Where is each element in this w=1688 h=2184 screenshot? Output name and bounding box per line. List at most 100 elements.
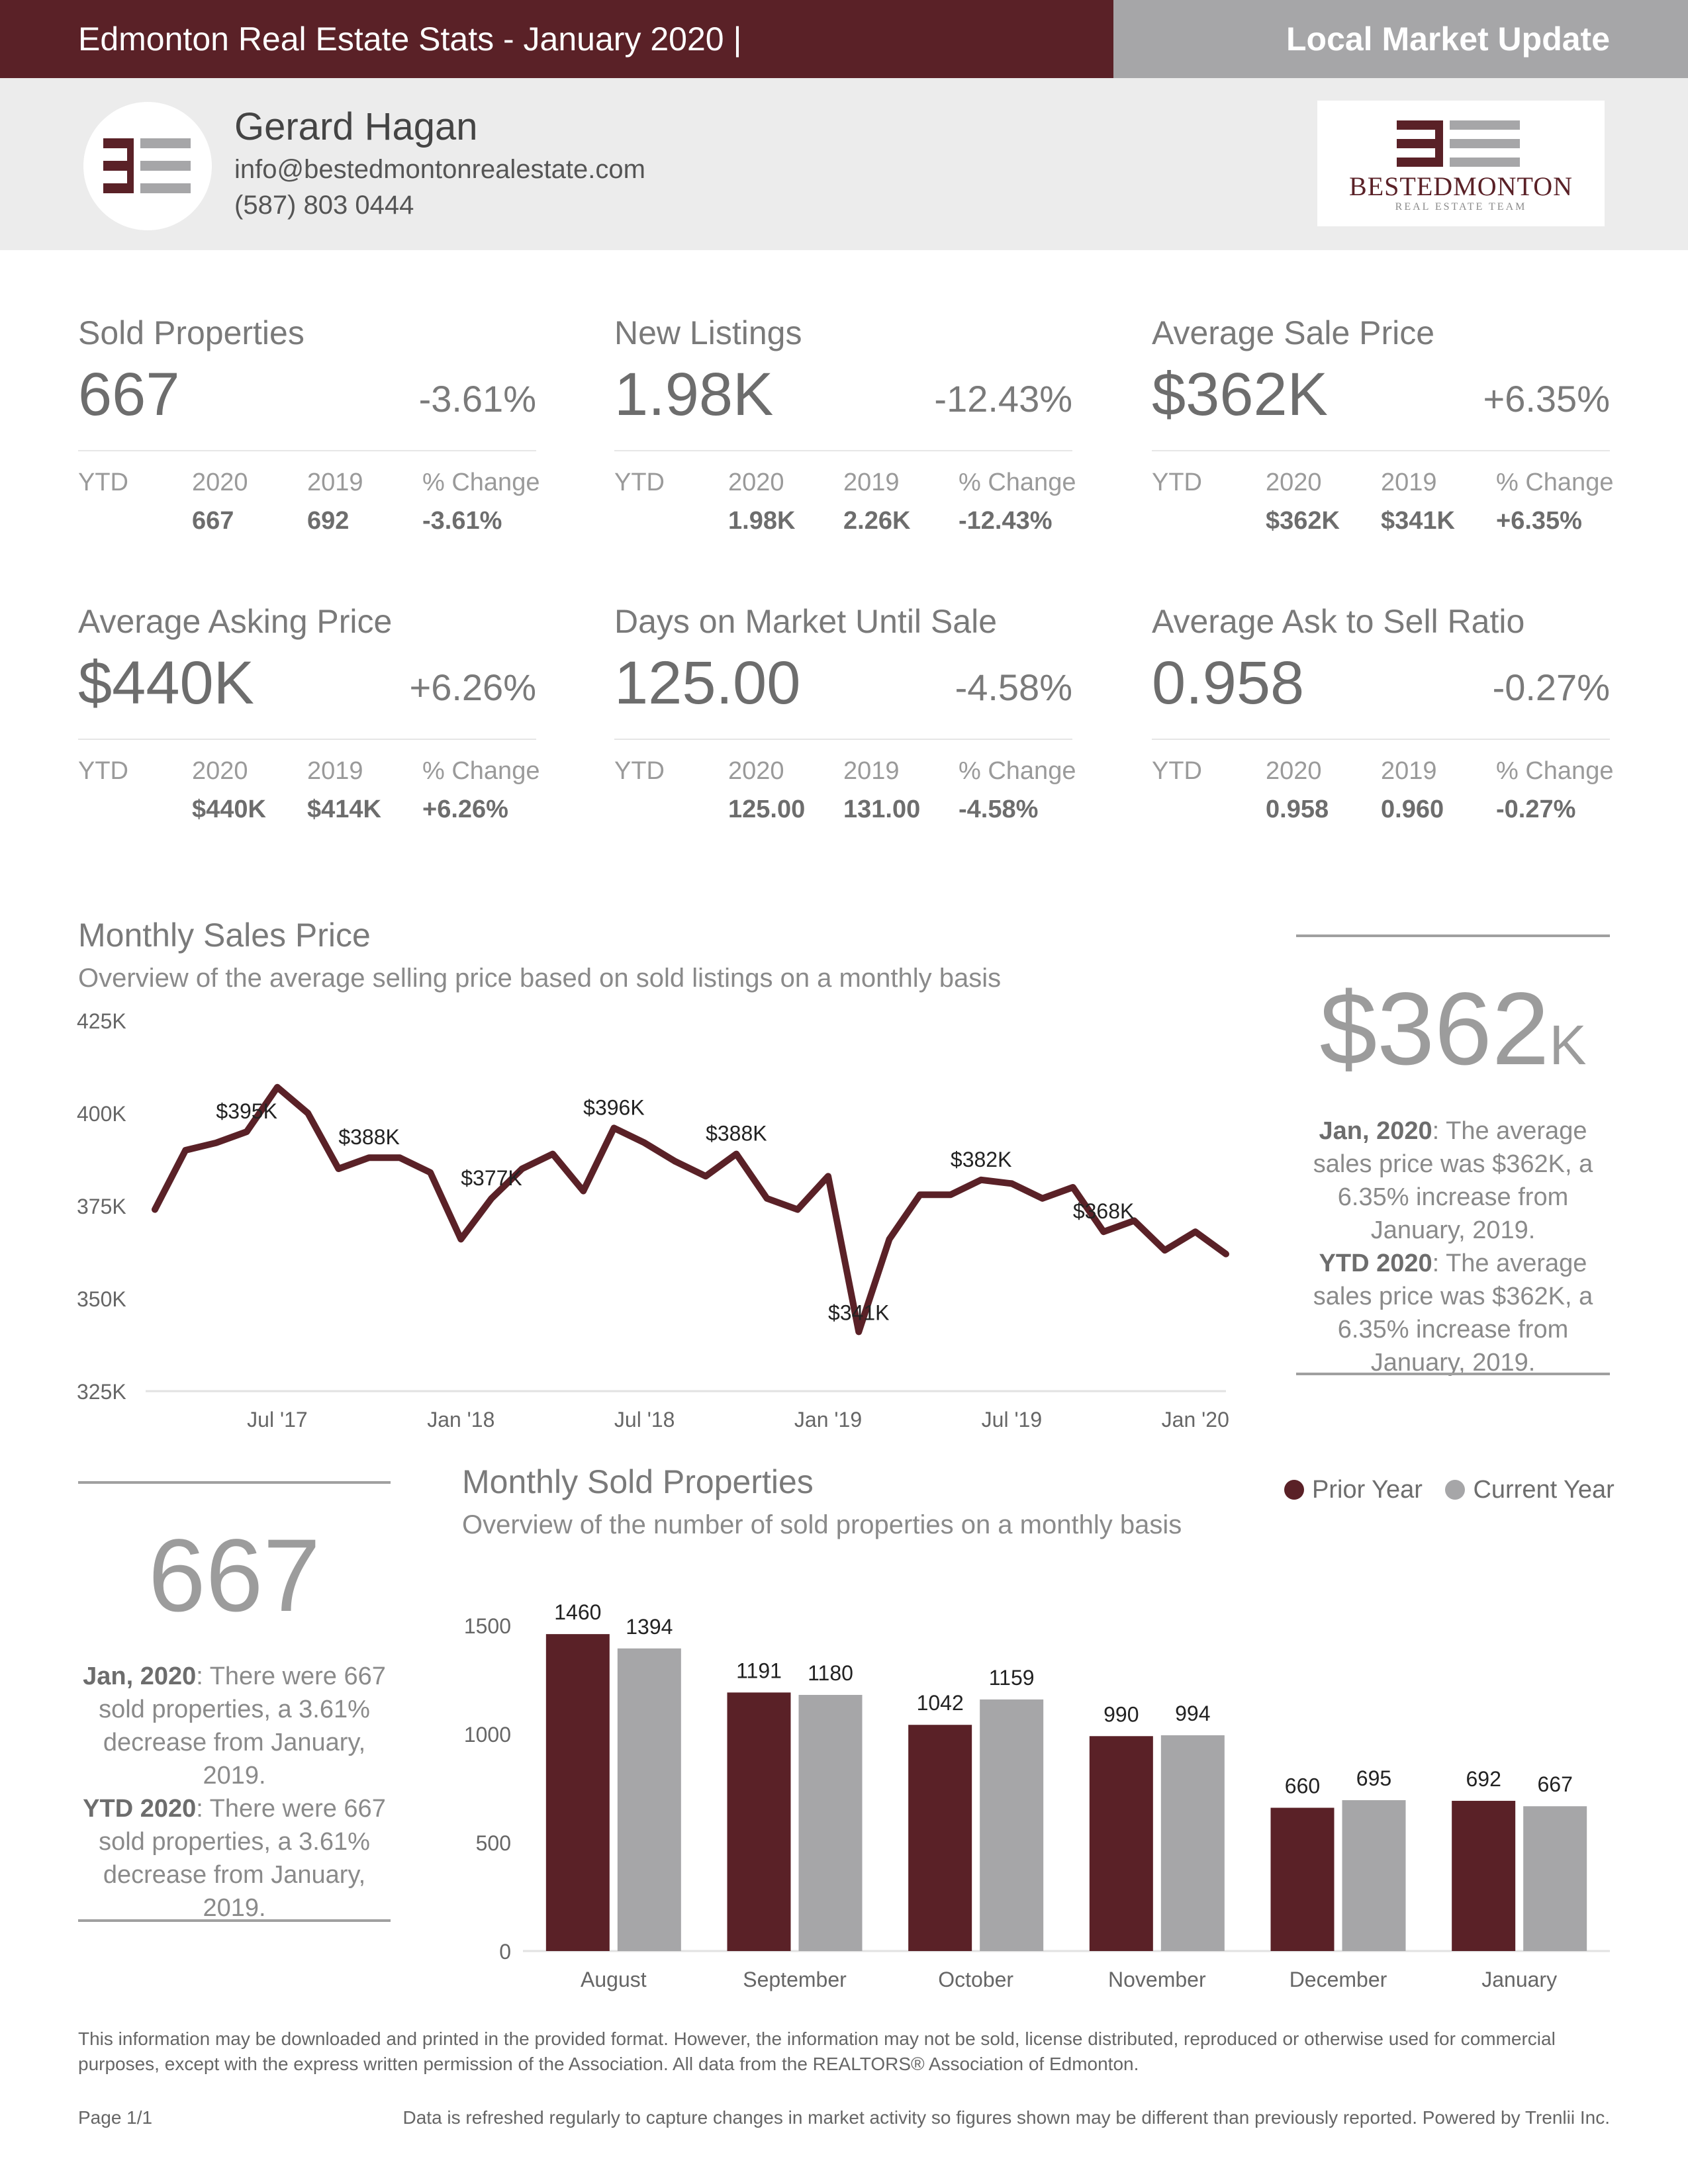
kpi-change: -12.43% xyxy=(934,378,1072,420)
price-series-line xyxy=(152,1083,1229,1336)
prior-year-bar xyxy=(1452,1801,1516,1951)
kpi-2019-header: 2019 xyxy=(1381,757,1437,785)
current-year-bar xyxy=(1342,1800,1406,1951)
kpi-label: Average Sale Price xyxy=(1152,314,1435,351)
kpi-value: 1.98K xyxy=(614,361,774,428)
brand-wordmark: BESTEDMONTON xyxy=(1349,171,1573,201)
kpi-2019-header: 2019 xyxy=(307,469,363,496)
top-bar-title-panel xyxy=(0,0,1113,78)
price-data-point xyxy=(1101,1229,1107,1235)
summary-bottom-rule xyxy=(1296,1373,1610,1375)
x-tick-label: December xyxy=(1289,1968,1387,1991)
monthly-sales-price-subtitle: Overview of the average selling price ba… xyxy=(78,964,1002,993)
summary-top-rule xyxy=(78,1481,391,1484)
x-tick-label: January xyxy=(1481,1968,1557,1991)
monthly-sold-properties-subtitle: Overview of the number of sold propertie… xyxy=(462,1510,1182,1539)
kpi-change-header: % Change xyxy=(959,469,1076,496)
prior-year-bar xyxy=(1270,1807,1335,1951)
price-data-point xyxy=(764,1195,770,1201)
avatar xyxy=(83,102,212,230)
y-tick-label: 1500 xyxy=(464,1614,511,1638)
price-data-point xyxy=(213,1140,219,1146)
price-data-point xyxy=(549,1151,555,1157)
price-data-label: $388K xyxy=(706,1122,767,1146)
x-tick-label: Jul '18 xyxy=(614,1408,675,1430)
sales-price-summary: $362K Jan, 2020: The average sales price… xyxy=(1296,934,1610,1385)
kpi-change-value: -4.58% xyxy=(959,796,1039,823)
brand-logo-icon xyxy=(1397,120,1520,167)
current-year-bar xyxy=(798,1694,863,1951)
price-data-point xyxy=(1223,1251,1229,1257)
price-data-point xyxy=(641,1140,647,1146)
price-data-label: $368K xyxy=(1073,1199,1135,1223)
price-data-point xyxy=(978,1177,984,1183)
kpi-label: New Listings xyxy=(614,314,802,351)
agent-band: Gerard Hagan info@bestedmontonrealestate… xyxy=(0,78,1688,250)
kpi-change-value: +6.35% xyxy=(1496,507,1582,535)
kpi-2020-value: 667 xyxy=(192,507,234,535)
bar-value-label: 1394 xyxy=(626,1615,673,1639)
prior-year-bar xyxy=(727,1692,791,1951)
x-tick-label: Jan '18 xyxy=(427,1408,494,1430)
y-tick-label: 375K xyxy=(77,1195,126,1218)
local-market-update-label: Local Market Update xyxy=(1286,21,1610,58)
kpi-ytd-header: YTD xyxy=(1152,757,1202,785)
kpi-label: Average Ask to Sell Ratio xyxy=(1152,603,1525,640)
monthly-sales-price-title: Monthly Sales Price xyxy=(78,917,371,954)
price-data-point xyxy=(703,1173,709,1179)
price-data-point xyxy=(244,1129,250,1134)
kpi-change-value: -0.27% xyxy=(1496,796,1576,823)
prior-year-bar xyxy=(545,1634,610,1951)
summary-text: Jan, 2020: The average sales price was $… xyxy=(1313,1117,1593,1377)
kpi-2019-value: 131.00 xyxy=(843,796,921,823)
kpi-ytd-header: YTD xyxy=(78,469,128,496)
kpi-value: $362K xyxy=(1152,361,1329,428)
kpi-2020-header: 2020 xyxy=(1266,469,1322,496)
kpi-change-value: +6.26% xyxy=(422,796,508,823)
brand-tagline: REAL ESTATE TEAM xyxy=(1395,201,1527,212)
bar-value-label: 695 xyxy=(1356,1766,1391,1790)
price-data-point xyxy=(917,1192,923,1198)
price-data-point xyxy=(366,1155,372,1161)
y-tick-label: 400K xyxy=(77,1102,126,1126)
kpi-change-value: -3.61% xyxy=(422,507,502,535)
kpi-new-listings: New Listings 1.98K -12.43% YTD 2020 2019… xyxy=(614,314,1076,565)
bar-value-label: 1191 xyxy=(736,1659,782,1682)
kpi-divider xyxy=(78,739,536,740)
bar-value-label: 667 xyxy=(1537,1772,1572,1796)
agent-email-link[interactable]: info@bestedmontonrealestate.com xyxy=(234,155,645,184)
kpi-change-header: % Change xyxy=(422,757,540,785)
bar-value-label: 1460 xyxy=(554,1600,601,1624)
agent-phone-link[interactable]: (587) 803 0444 xyxy=(234,191,414,220)
price-data-label: $395K xyxy=(216,1099,277,1123)
y-tick-label: 500 xyxy=(476,1831,511,1855)
kpi-2019-value: $414K xyxy=(307,796,381,823)
kpi-ask-to-sell-ratio: Average Ask to Sell Ratio 0.958 -0.27% Y… xyxy=(1152,602,1614,854)
kpi-2020-header: 2020 xyxy=(1266,757,1322,785)
price-data-point xyxy=(274,1084,280,1090)
price-data-point xyxy=(336,1166,342,1171)
kpi-value: 0.958 xyxy=(1152,649,1305,717)
price-data-point xyxy=(1131,1218,1137,1224)
price-data-label: $382K xyxy=(951,1148,1012,1171)
price-data-point xyxy=(489,1195,494,1201)
page-title: Edmonton Real Estate Stats - January 202… xyxy=(78,21,742,58)
summary-big-value: 667 xyxy=(148,1518,321,1633)
bar-value-label: 1180 xyxy=(808,1661,853,1685)
brand-logo: BESTEDMONTON REAL ESTATE TEAM xyxy=(1317,101,1605,226)
price-data-point xyxy=(1009,1181,1015,1187)
kpi-change: -3.61% xyxy=(418,378,536,420)
top-bar-badge-panel xyxy=(1113,0,1688,78)
kpi-label: Average Asking Price xyxy=(78,603,393,640)
price-data-point xyxy=(672,1158,678,1164)
kpi-ytd-header: YTD xyxy=(1152,469,1202,496)
kpi-change-header: % Change xyxy=(1496,757,1614,785)
price-data-point xyxy=(1039,1195,1045,1201)
x-tick-label: November xyxy=(1108,1968,1206,1991)
x-tick-label: September xyxy=(743,1968,847,1991)
footer-page-number: Page 1/1 xyxy=(78,2107,153,2128)
price-data-point xyxy=(1070,1185,1076,1190)
kpi-change: +6.26% xyxy=(409,666,537,708)
x-tick-label: Jan '19 xyxy=(794,1408,862,1430)
kpi-sold-properties: Sold Properties 667 -3.61% YTD 2020 2019… xyxy=(78,314,539,565)
